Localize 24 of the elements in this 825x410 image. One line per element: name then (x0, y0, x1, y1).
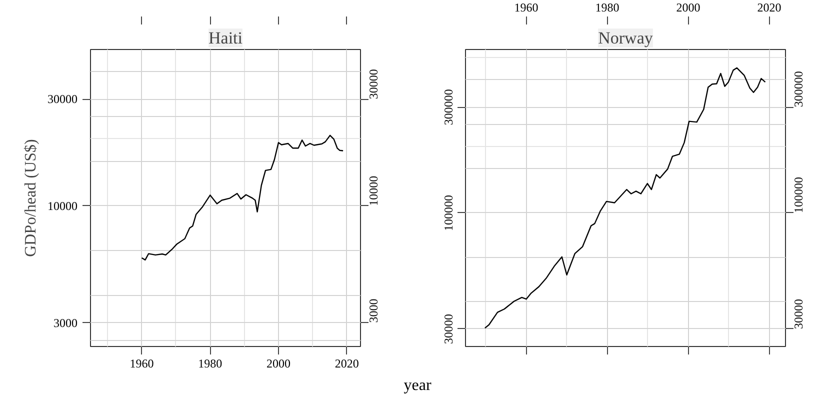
y-tick-label: 30000 (48, 92, 78, 106)
text: 30000 (792, 298, 806, 329)
x-tick-label: 1960 (130, 356, 154, 370)
x-tick-label: 1980 (595, 0, 620, 14)
x-tick-label: 2000 (266, 356, 290, 370)
x-tick-label: 2000 (676, 0, 700, 14)
y-tick-label: 30000 (442, 314, 456, 344)
x-tick-label: 1980 (198, 356, 222, 370)
x-tick-label: 2020 (757, 0, 782, 14)
y-tick-label: 10000 (48, 198, 78, 213)
text: 100000 (792, 176, 806, 213)
y-tick-label: 3000 (54, 316, 78, 330)
y-tick-label: 300000 (442, 89, 456, 126)
text: 30000 (366, 69, 380, 100)
chart-title: Haiti (208, 28, 243, 48)
y-tick-label: 100000 (442, 194, 456, 231)
y-axis-title: GDPo/head (US$) (22, 139, 40, 257)
chart-title: Norway (598, 28, 654, 48)
x-axis-title: year (402, 376, 432, 396)
x-tick-label: 2020 (334, 356, 359, 370)
x-tick-label: 1960 (514, 0, 538, 14)
text: 10000 (366, 176, 380, 206)
text: 300000 (792, 71, 806, 108)
text: 3000 (366, 298, 380, 323)
